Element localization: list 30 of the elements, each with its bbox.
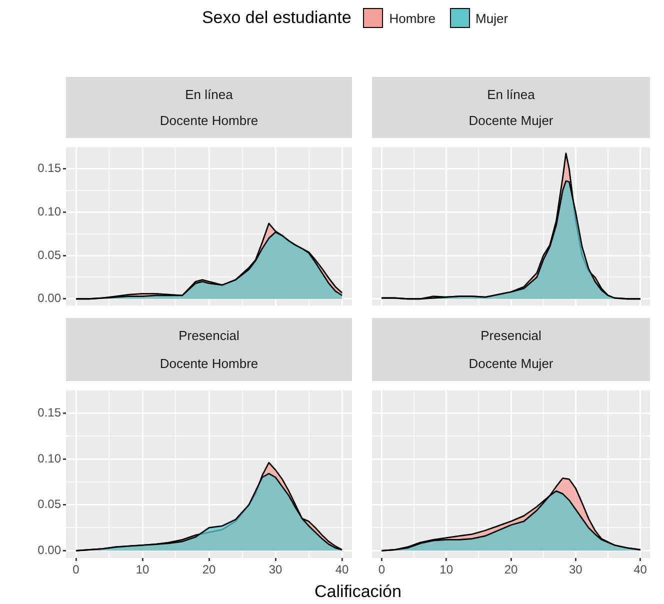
legend-title: Sexo del estudiante: [202, 8, 352, 28]
chart-subtitle: Docente Hombre: [160, 113, 258, 128]
legend-label: Hombre: [389, 10, 436, 26]
x-axis-title: Calificación: [314, 582, 402, 602]
chart-subtitle: Docente Mujer: [468, 356, 554, 371]
y-tick-label: 0.10: [38, 204, 62, 219]
chart-title: Presencial: [178, 328, 240, 344]
y-tick-label: 0.15: [38, 405, 62, 420]
x-tick-label: 40: [634, 562, 648, 577]
x-tick-label: 40: [335, 562, 350, 577]
y-tick-label: 0.10: [38, 451, 62, 466]
x-tick-label: 10: [136, 562, 150, 577]
y-tick-label: 0.00: [38, 542, 62, 557]
y-tick-label: 0.05: [38, 248, 62, 262]
x-tick-label: 30: [568, 562, 583, 577]
y-tick-label: 0.00: [38, 291, 62, 306]
chart-title: En línea: [185, 86, 233, 102]
legend-label: Mujer: [476, 10, 508, 26]
x-tick-label: 20: [202, 562, 216, 577]
x-tick-label: 30: [268, 562, 283, 577]
chart-title: En línea: [487, 86, 535, 102]
x-tick-label: 20: [504, 562, 518, 577]
x-tick-label: 0: [378, 562, 386, 577]
y-tick-label: 0.15: [38, 161, 62, 176]
chart-subtitle: Docente Mujer: [468, 113, 554, 128]
chart-title: Presencial: [480, 328, 542, 344]
x-tick-label: 0: [72, 562, 80, 577]
x-tick-label: 10: [440, 562, 454, 577]
chart-subtitle: Docente Hombre: [160, 356, 258, 371]
y-tick-label: 0.05: [38, 497, 62, 512]
